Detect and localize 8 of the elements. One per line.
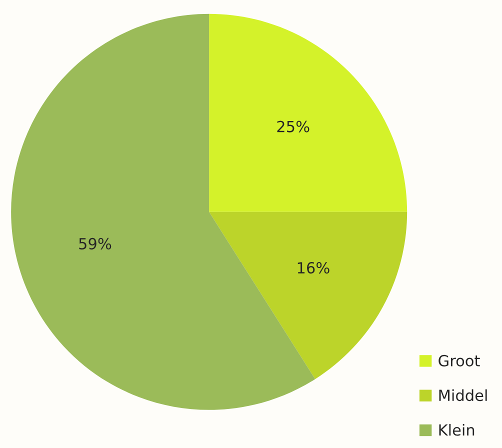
legend-label: Klein [439, 424, 474, 436]
legend-label: Middel [439, 389, 487, 402]
data-label: 16% [298, 262, 330, 274]
pie-slice [209, 14, 408, 212]
data-label: 25% [277, 120, 310, 132]
data-label: 59% [79, 238, 112, 250]
pie-slice [209, 212, 408, 380]
legend-label: Groot [438, 354, 480, 366]
